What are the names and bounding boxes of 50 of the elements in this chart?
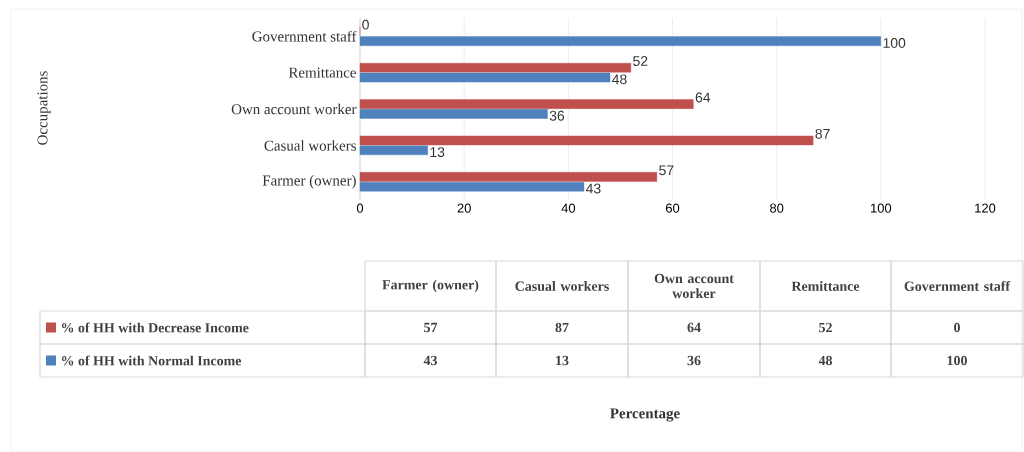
bar	[359, 145, 428, 156]
data-label: 57	[424, 322, 438, 333]
data-label: 87	[815, 128, 830, 139]
text: Occupations	[37, 71, 51, 145]
x-tick-label: 20	[457, 203, 471, 213]
x-tick-label: 0	[356, 203, 364, 213]
data-label: 87	[555, 322, 569, 333]
legend-label: % of HH with Decrease Income	[61, 322, 249, 333]
x-tick-label: 40	[561, 203, 576, 213]
data-label: 13	[556, 355, 569, 366]
bar	[359, 72, 611, 83]
data-label: 43	[423, 355, 437, 366]
data-label: 48	[818, 355, 833, 366]
bar	[359, 99, 694, 109]
y-tick-label: Farmer (owner)	[262, 175, 356, 189]
category-label: Own account worker	[654, 273, 734, 299]
data-label: 43	[585, 183, 601, 194]
category-label: Government staff	[904, 281, 1011, 291]
bar	[359, 109, 548, 119]
bar	[359, 62, 632, 73]
category-label: Remittance	[791, 281, 860, 291]
bar	[359, 181, 585, 192]
data-label: 36	[687, 355, 701, 366]
x-tick-label: 80	[770, 203, 784, 213]
x-tick-label: 100	[871, 203, 892, 213]
data-label: 48	[612, 74, 627, 85]
data-label: 0	[954, 322, 960, 333]
category-label: Farmer (owner)	[382, 279, 479, 293]
legend-label: % of HH with Normal Income	[61, 355, 242, 366]
x-tick-label: 60	[665, 203, 680, 213]
category-label: Casual workers	[515, 281, 609, 291]
data-label: 64	[687, 322, 701, 333]
y-tick-label: Remittance	[288, 67, 356, 78]
data-label: 52	[819, 322, 832, 333]
y-tick-label: Casual workers	[264, 140, 356, 151]
bar	[359, 36, 882, 46]
x-tick-label: 120	[975, 203, 996, 213]
data-label: 57	[659, 165, 674, 176]
data-label: 13	[430, 147, 445, 158]
y-tick-label: Own account worker	[231, 103, 357, 115]
data-label: 100	[883, 37, 906, 48]
data-label: 64	[695, 92, 711, 103]
data-label: 52	[633, 56, 648, 66]
data-label: 100	[947, 355, 967, 366]
data-label: 36	[549, 110, 565, 121]
bar	[359, 135, 814, 146]
text: Percentage	[610, 408, 680, 422]
data-label: 0	[362, 19, 369, 30]
bar	[359, 172, 658, 182]
y-tick-label: Government staff	[252, 30, 357, 42]
